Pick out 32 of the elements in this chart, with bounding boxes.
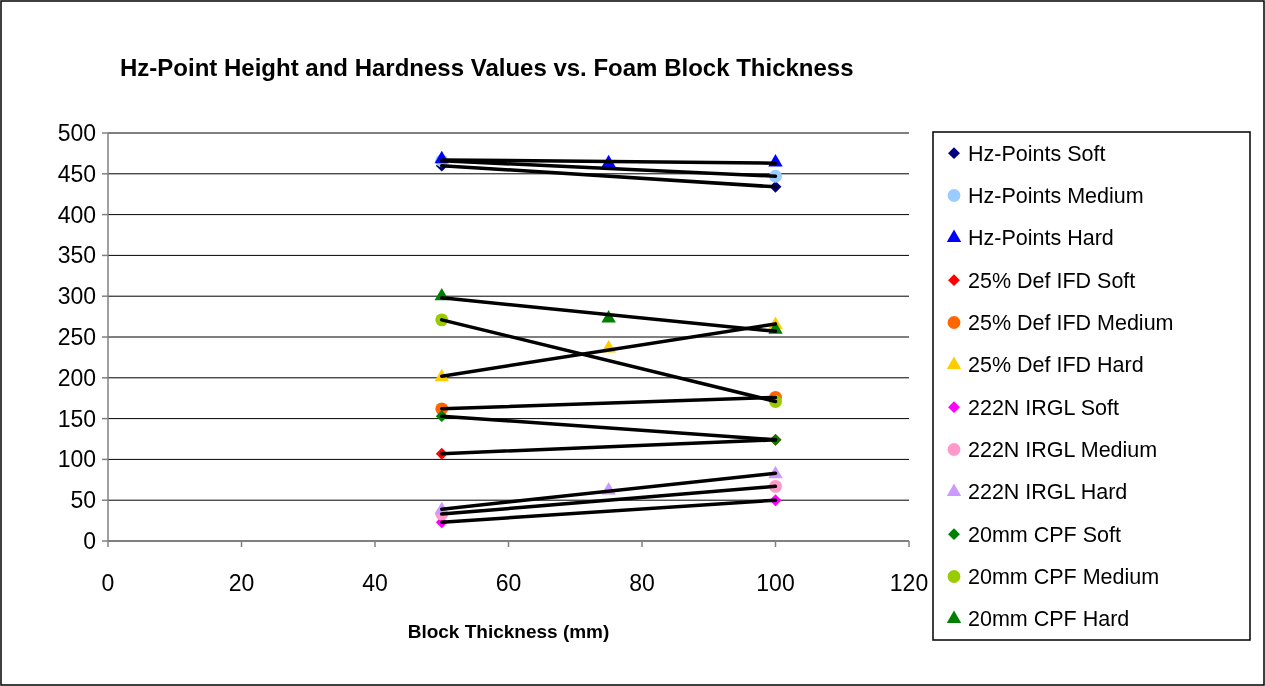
- x-tick-label: 80: [629, 570, 655, 596]
- x-axis-title: Block Thickness (mm): [407, 621, 610, 642]
- y-tick-label: 200: [57, 364, 96, 391]
- y-tick-label: 300: [57, 283, 96, 310]
- legend-label: 25% Def IFD Soft: [968, 268, 1136, 293]
- legend-label: 25% Def IFD Hard: [968, 353, 1144, 378]
- legend-label: Hz-Points Medium: [968, 184, 1144, 209]
- legend-label: 20mm CPF Medium: [968, 565, 1160, 590]
- x-tick-label: 40: [362, 570, 388, 596]
- y-tick-label: 0: [83, 528, 96, 555]
- legend-label: 20mm CPF Hard: [968, 607, 1130, 632]
- y-tick-label: 400: [57, 201, 96, 228]
- chart-title: Hz-Point Height and Hardness Values vs. Foam Block Thickness: [120, 54, 854, 81]
- legend-label: 20mm CPF Soft: [968, 522, 1121, 547]
- x-tick-label: 20: [228, 570, 255, 596]
- x-tick-label: 60: [495, 570, 522, 596]
- y-tick-label: 50: [70, 487, 96, 514]
- y-tick-label: 250: [57, 324, 96, 351]
- y-tick-label: 450: [57, 160, 96, 187]
- legend-label: 222N IRGL Hard: [968, 480, 1128, 505]
- legend-label: Hz-Points Soft: [968, 141, 1106, 166]
- legend-label: 25% Def IFD Medium: [968, 311, 1174, 336]
- legend-label: Hz-Points Hard: [968, 226, 1114, 251]
- x-tick-label: 0: [101, 570, 115, 596]
- y-tick-label: 500: [57, 120, 96, 147]
- y-tick-label: 150: [57, 405, 96, 432]
- y-tick-label: 100: [57, 446, 96, 473]
- x-tick-label: 120: [889, 570, 929, 596]
- legend-label: 222N IRGL Soft: [968, 395, 1119, 420]
- y-tick-label: 350: [57, 242, 96, 269]
- x-tick-label: 100: [756, 570, 795, 596]
- legend-label: 222N IRGL Medium: [968, 438, 1158, 463]
